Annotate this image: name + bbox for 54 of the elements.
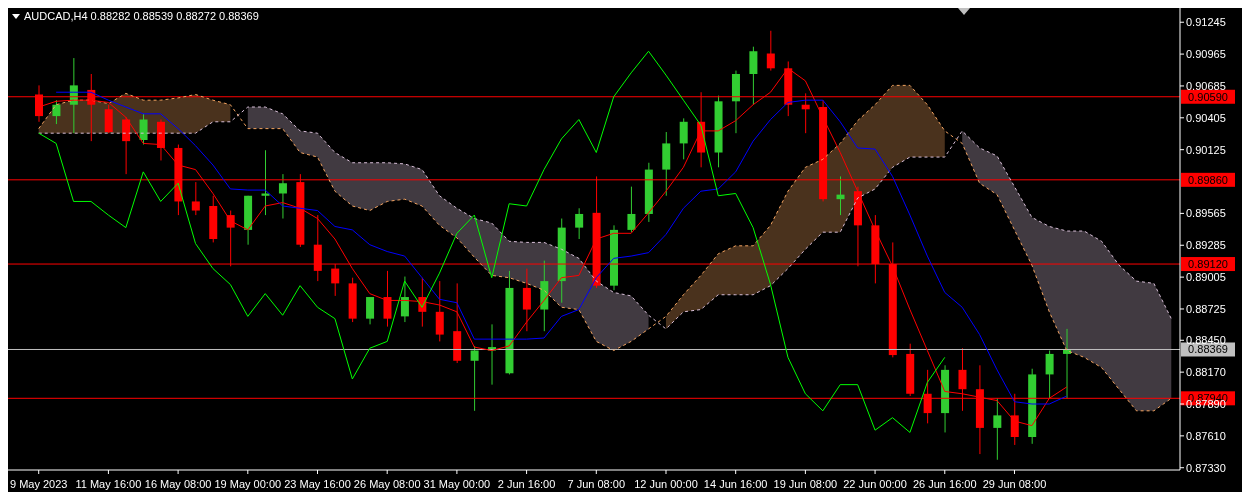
candlestick (122, 116, 131, 175)
candlestick (749, 46, 758, 106)
candlestick (400, 276, 409, 323)
chart-title: AUDCAD,H4 0.88282 0.88539 0.88272 0.88369 (24, 10, 259, 22)
x-tick-label: 2 Jun 16:00 (497, 478, 556, 490)
candlestick (1045, 350, 1054, 399)
candlestick (627, 186, 636, 233)
y-tick-label: 0.90965 (1186, 47, 1226, 60)
ref-line-label: 0.88369 (1188, 343, 1228, 356)
x-tick-label: 9 May 2023 (9, 478, 68, 490)
x-tick-label: 7 Jun 08:00 (567, 478, 626, 490)
candlestick (435, 280, 444, 342)
candlestick (191, 181, 200, 216)
x-tick-label: 23 May 16:00 (284, 478, 351, 490)
candlestick (104, 104, 113, 134)
y-tick-label: 0.90405 (1186, 111, 1226, 124)
ref-line-label: 0.89860 (1188, 173, 1228, 186)
x-tick-label: 31 May 00:00 (423, 478, 491, 490)
ref-line-label: 0.89120 (1188, 258, 1228, 271)
candlestick (522, 268, 531, 332)
y-tick-label: 0.89285 (1186, 239, 1226, 252)
line-series (38, 50, 946, 433)
y-tick-label: 0.87330 (1186, 461, 1226, 474)
y-tick-label: 0.90125 (1186, 143, 1226, 156)
x-tick-label: 14 Jun 16:00 (703, 478, 768, 490)
x-tick-label: 19 May 00:00 (214, 478, 282, 490)
candlestick (470, 345, 479, 412)
candlestick (993, 397, 1002, 461)
candlestick (383, 270, 392, 328)
y-tick-label: 0.89565 (1186, 207, 1226, 220)
candlestick (52, 99, 61, 125)
candlestick (278, 173, 287, 220)
y-tick-label: 0.88725 (1186, 302, 1226, 315)
candlestick (575, 207, 584, 240)
x-tick-label: 26 May 08:00 (353, 478, 421, 490)
x-tick-label: 19 Jun 08:00 (773, 478, 838, 490)
ref-line-label: 0.90590 (1188, 90, 1228, 103)
candlestick (139, 113, 148, 146)
line-series (38, 106, 1172, 330)
candlestick (366, 296, 375, 325)
candlestick (766, 30, 775, 72)
x-tick-label: 22 Jun 00:00 (843, 478, 907, 490)
candlestick (261, 149, 270, 216)
x-tick-label: 26 Jun 16:00 (912, 478, 977, 490)
y-tick-label: 0.88170 (1186, 366, 1226, 379)
y-tick-label: 0.91245 (1186, 16, 1226, 29)
x-tick-label: 16 May 08:00 (144, 478, 212, 490)
x-tick-label: 12 Jun 00:00 (634, 478, 698, 490)
candlestick (679, 117, 688, 160)
y-tick-label: 0.89005 (1186, 271, 1226, 284)
x-tick-label: 11 May 16:00 (75, 478, 142, 490)
y-tick-label: 0.87610 (1186, 429, 1226, 442)
y-tick-label: 0.90685 (1186, 79, 1226, 92)
x-tick-label: 29 Jun 08:00 (982, 478, 1047, 490)
